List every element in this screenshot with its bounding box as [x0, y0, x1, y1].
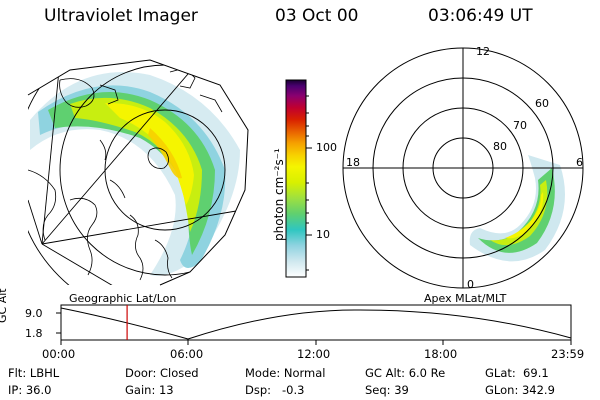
left-panel-caption: Geographic Lat/Lon: [69, 292, 177, 305]
mlt-label-0: 0: [467, 278, 474, 291]
status-mode: Mode: Normal: [245, 366, 326, 380]
mlat-label-80: 80: [493, 140, 507, 153]
mlt-label-18: 18: [346, 156, 360, 169]
instrument-title: Ultraviolet Imager: [44, 6, 198, 26]
timeline-y-tick-low: 1.8: [25, 327, 43, 340]
observation-date: 03 Oct 00: [275, 6, 359, 26]
status-glon: GLon: 342.9: [485, 383, 555, 397]
status-seq: Seq: 39: [365, 383, 409, 397]
timeline-x-tick-2359: 23:59: [551, 347, 585, 361]
status-flt: Flt: LBHL: [8, 366, 60, 380]
status-dsp: Dsp: -0.3: [245, 383, 305, 397]
colorbar-label: photon cm⁻²s⁻¹: [272, 148, 286, 241]
status-ip: IP: 36.0: [8, 383, 52, 397]
timeline-axis-label: GC Alt: [0, 288, 9, 323]
geographic-image: [28, 60, 248, 285]
mlat-label-60: 60: [535, 97, 549, 110]
right-panel-caption: Apex MLat/MLT: [424, 292, 507, 305]
status-gc-alt: GC Alt: 6.0 Re: [365, 366, 446, 380]
status-gain: Gain: 13: [125, 383, 174, 397]
colorbar-tick-10: 10: [316, 228, 330, 241]
timeline-x-tick-0600: 06:00: [170, 347, 204, 361]
colorbar: [285, 79, 312, 278]
polar-plot: [342, 47, 584, 289]
status-glat: GLat: 69.1: [485, 366, 549, 380]
mlat-label-70: 70: [513, 119, 527, 132]
timeline-plot: [56, 304, 572, 345]
mlt-label-12: 12: [476, 45, 490, 58]
timeline-x-tick-1800: 18:00: [424, 347, 458, 361]
status-door: Door: Closed: [125, 366, 199, 380]
timeline-y-tick-high: 9.0: [25, 307, 43, 320]
colorbar-tick-100: 100: [316, 141, 337, 154]
timeline-x-tick-1200: 12:00: [297, 347, 331, 361]
mlt-label-6: 6: [576, 156, 583, 169]
observation-time: 03:06:49 UT: [428, 6, 533, 26]
timeline-x-tick-0000: 00:00: [42, 347, 76, 361]
